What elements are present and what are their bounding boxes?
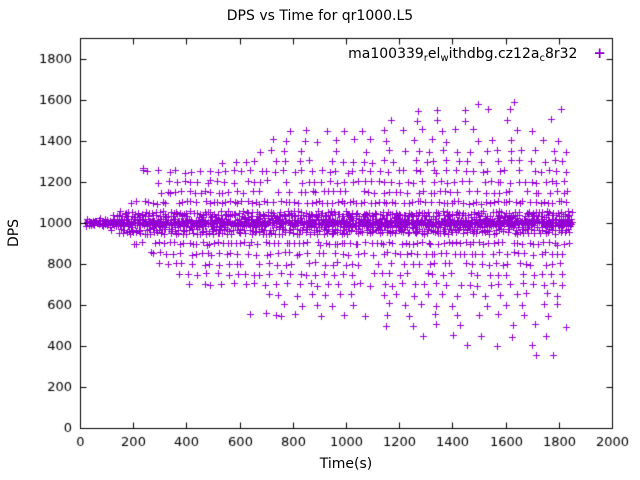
legend-plus-marker-icon: + — [593, 44, 606, 62]
legend-series-label: ma100339relwithdbg.cz12ac8r32 — [348, 46, 578, 64]
x-axis-label: Time(s) — [319, 456, 373, 472]
chart-title: DPS vs Time for qr1000.L5 — [226, 8, 414, 24]
y-axis-label: DPS — [6, 218, 22, 248]
legend: ma100339relwithdbg.cz12ac8r32 + — [348, 44, 606, 64]
